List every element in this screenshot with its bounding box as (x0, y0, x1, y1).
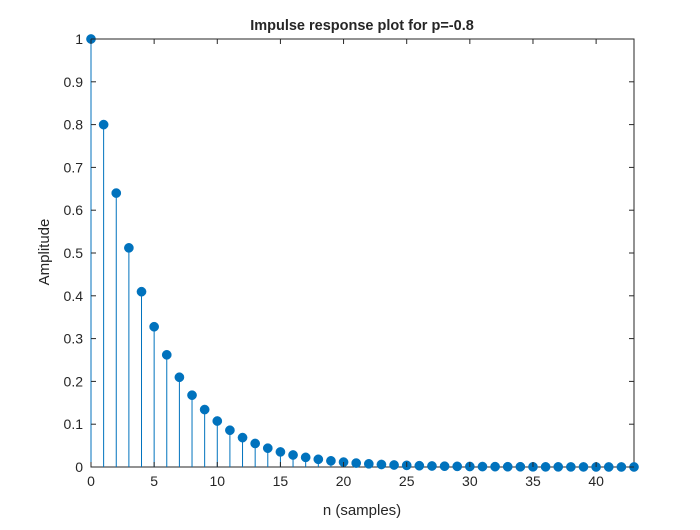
stem-marker (288, 450, 298, 460)
y-ticks-group: 0 0.1 0.2 0.3 0.4 0.5 0.6 0.7 0.8 0.9 1 (64, 31, 634, 475)
stem-marker (578, 462, 589, 472)
x-ticks-group: 0 5 10 15 20 25 30 35 40 (87, 39, 604, 489)
stem-marker (262, 443, 273, 454)
stem-marker (111, 188, 122, 198)
y-tick-label: 0.2 (64, 373, 84, 389)
x-axis-label: n (samples) (323, 502, 401, 519)
y-tick-label: 0.6 (64, 202, 84, 218)
x-tick-label: 30 (462, 473, 478, 489)
stem-marker (427, 461, 437, 471)
stem-marker (161, 349, 172, 360)
stem-marker (275, 447, 286, 457)
y-tick-label: 0 (75, 459, 83, 475)
stem-marker (250, 438, 261, 449)
x-tick-label: 20 (336, 473, 352, 489)
x-tick-label: 25 (399, 473, 415, 489)
stem-marker (237, 432, 248, 443)
stem-marker (300, 452, 311, 463)
stem-marker (376, 459, 387, 470)
stem-marker (326, 455, 336, 466)
stem-marker (566, 462, 576, 472)
x-tick-label: 10 (209, 473, 225, 489)
axes-box (90, 38, 635, 468)
stem-marker (149, 321, 159, 332)
plot-area-frame (90, 38, 635, 468)
stem-marker (490, 461, 500, 472)
stem-marker (174, 372, 185, 383)
x-tick-label: 5 (150, 473, 158, 489)
stem-marker (313, 454, 324, 465)
stem-marker (477, 461, 488, 472)
stem-marker (439, 461, 450, 472)
stem-marker (187, 390, 197, 401)
x-tick-label: 15 (273, 473, 289, 489)
stem-marker (225, 425, 235, 436)
y-axis-label: Amplitude (36, 219, 53, 286)
stem-marker (515, 461, 526, 472)
x-tick-label: 0 (87, 473, 95, 489)
stem-marker (414, 460, 425, 471)
y-tick-label: 1 (75, 31, 83, 47)
stem-marker (540, 462, 551, 472)
stem-marker (212, 416, 223, 426)
y-tick-label: 0.1 (64, 416, 84, 432)
chart-title: Impulse response plot for p=-0.8 (250, 18, 474, 34)
stem-marker (351, 458, 362, 468)
x-tick-label: 35 (525, 473, 541, 489)
y-tick-label: 0.5 (64, 245, 84, 261)
stem-marker (136, 286, 147, 297)
stem-marker (199, 404, 210, 415)
stem-marker (363, 458, 374, 469)
stem-marker (553, 462, 564, 472)
y-tick-label: 0.8 (64, 117, 84, 133)
y-tick-label: 0.7 (64, 159, 84, 175)
stem-marker (502, 461, 513, 472)
stem-marker (603, 462, 614, 472)
y-tick-label: 0.3 (64, 331, 84, 347)
y-tick-label: 0.4 (64, 288, 84, 304)
stem-marker (389, 460, 399, 470)
stem-marker (124, 243, 134, 253)
x-tick-label: 40 (588, 473, 604, 489)
stem-marker (452, 461, 463, 472)
y-tick-label: 0.9 (64, 74, 84, 90)
stem-marker (616, 462, 627, 472)
stem-marker (98, 119, 109, 130)
